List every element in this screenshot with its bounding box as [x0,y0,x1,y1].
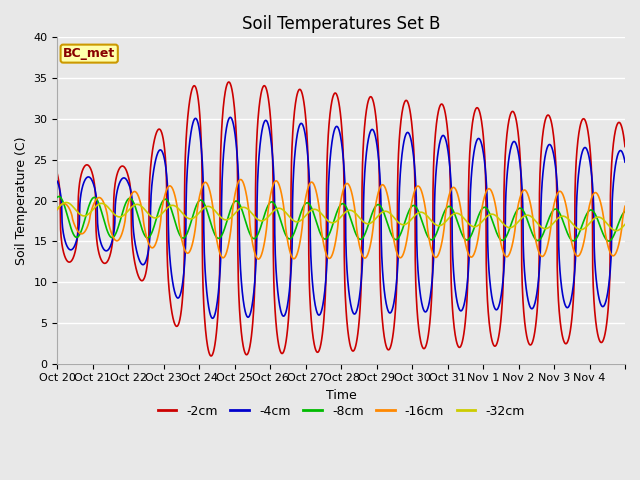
Title: Soil Temperatures Set B: Soil Temperatures Set B [242,15,440,33]
-4cm [233,151,241,157]
Line: -4cm: -4cm [58,117,625,318]
-32cm [612,228,620,234]
Y-axis label: Soil Temperature (C): Soil Temperature (C) [15,136,28,265]
-4cm [110,228,118,234]
-8cm [614,224,621,229]
-16cm [54,207,61,213]
Text: BC_met: BC_met [63,47,115,60]
-32cm [376,212,383,217]
-2cm [207,353,215,359]
-2cm [614,121,621,127]
-32cm [54,206,61,212]
-16cm [513,212,520,217]
-8cm [545,217,552,223]
-32cm [513,221,520,227]
-8cm [376,202,383,208]
-8cm [111,233,118,239]
-2cm [225,79,232,85]
-8cm [233,198,241,204]
-8cm [621,208,629,214]
-16cm [237,177,244,182]
-2cm [545,112,552,118]
-16cm [545,238,552,244]
X-axis label: Time: Time [326,389,356,402]
-4cm [545,142,552,148]
-4cm [614,153,621,159]
Line: -2cm: -2cm [58,82,625,356]
-2cm [376,256,383,262]
-8cm [54,194,61,200]
-2cm [513,119,520,125]
-32cm [62,200,70,205]
-8cm [513,209,520,215]
-16cm [255,256,262,262]
-4cm [376,171,383,177]
Line: -32cm: -32cm [58,203,625,231]
-4cm [209,315,216,321]
Line: -16cm: -16cm [58,180,625,259]
-2cm [621,144,629,149]
-16cm [376,185,383,191]
-32cm [621,221,629,227]
Line: -8cm: -8cm [58,196,625,241]
-16cm [110,236,118,241]
-32cm [545,225,552,231]
-32cm [233,208,241,214]
-16cm [621,204,629,209]
-16cm [233,184,241,190]
-2cm [54,171,61,177]
-2cm [233,152,241,157]
-8cm [55,193,63,199]
-32cm [111,211,118,217]
-4cm [227,114,234,120]
-4cm [513,142,520,148]
-2cm [110,191,118,196]
-4cm [621,159,629,165]
-16cm [614,247,621,252]
-4cm [54,179,61,184]
Legend: -2cm, -4cm, -8cm, -16cm, -32cm: -2cm, -4cm, -8cm, -16cm, -32cm [152,400,530,423]
-8cm [605,238,612,244]
-32cm [614,228,621,233]
